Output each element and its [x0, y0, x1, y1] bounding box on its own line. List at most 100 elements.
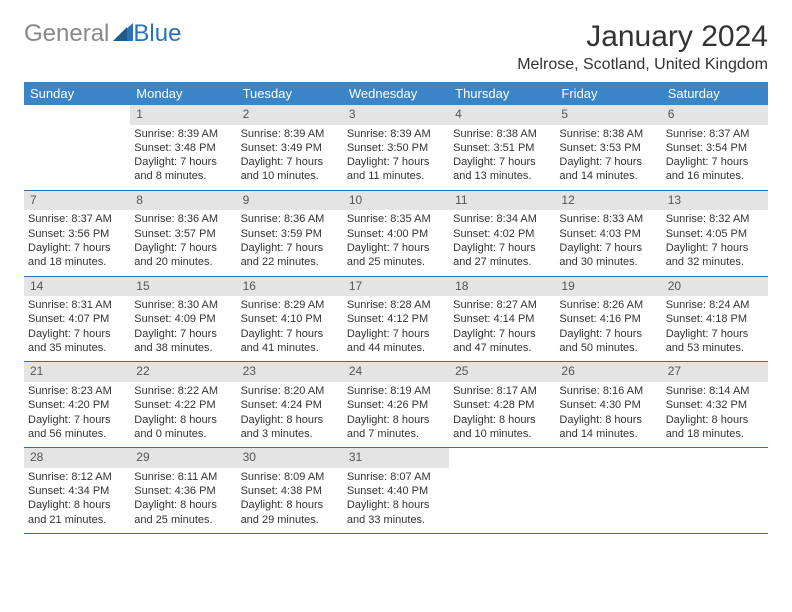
header: General Blue January 2024 Melrose, Scotl… — [24, 20, 768, 74]
daylight-line2: and 41 minutes. — [241, 341, 339, 355]
day-cell: 31Sunrise: 8:07 AMSunset: 4:40 PMDayligh… — [343, 448, 449, 533]
day-cell: 25Sunrise: 8:17 AMSunset: 4:28 PMDayligh… — [449, 362, 555, 447]
daylight-line1: Daylight: 8 hours — [134, 498, 232, 512]
daylight-line2: and 35 minutes. — [28, 341, 126, 355]
day-number: 4 — [449, 105, 555, 125]
daylight-line2: and 53 minutes. — [666, 341, 764, 355]
daylight-line1: Daylight: 7 hours — [241, 327, 339, 341]
day-body: Sunrise: 8:34 AMSunset: 4:02 PMDaylight:… — [449, 210, 555, 275]
day-cell: 5Sunrise: 8:38 AMSunset: 3:53 PMDaylight… — [555, 105, 661, 190]
day-cell: 13Sunrise: 8:32 AMSunset: 4:05 PMDayligh… — [662, 191, 768, 276]
day-cell: 6Sunrise: 8:37 AMSunset: 3:54 PMDaylight… — [662, 105, 768, 190]
sunrise-text: Sunrise: 8:09 AM — [241, 470, 339, 484]
daylight-line1: Daylight: 7 hours — [28, 241, 126, 255]
daylight-line1: Daylight: 7 hours — [241, 241, 339, 255]
day-body: Sunrise: 8:20 AMSunset: 4:24 PMDaylight:… — [237, 382, 343, 447]
daylight-line1: Daylight: 7 hours — [453, 327, 551, 341]
dow-saturday: Saturday — [662, 82, 768, 105]
daylight-line2: and 8 minutes. — [134, 169, 232, 183]
daylight-line1: Daylight: 7 hours — [134, 327, 232, 341]
sunset-text: Sunset: 4:05 PM — [666, 227, 764, 241]
day-cell: 22Sunrise: 8:22 AMSunset: 4:22 PMDayligh… — [130, 362, 236, 447]
day-number: 5 — [555, 105, 661, 125]
day-body: Sunrise: 8:07 AMSunset: 4:40 PMDaylight:… — [343, 468, 449, 533]
daylight-line1: Daylight: 7 hours — [453, 241, 551, 255]
day-body: Sunrise: 8:38 AMSunset: 3:53 PMDaylight:… — [555, 125, 661, 190]
sunset-text: Sunset: 4:24 PM — [241, 398, 339, 412]
daylight-line2: and 20 minutes. — [134, 255, 232, 269]
day-cell: 9Sunrise: 8:36 AMSunset: 3:59 PMDaylight… — [237, 191, 343, 276]
day-number: 7 — [24, 191, 130, 211]
day-body: Sunrise: 8:09 AMSunset: 4:38 PMDaylight:… — [237, 468, 343, 533]
calendar: Sunday Monday Tuesday Wednesday Thursday… — [24, 82, 768, 534]
daylight-line2: and 44 minutes. — [347, 341, 445, 355]
logo-text-gray: General — [24, 20, 109, 48]
location-text: Melrose, Scotland, United Kingdom — [517, 56, 768, 74]
sunrise-text: Sunrise: 8:11 AM — [134, 470, 232, 484]
sunset-text: Sunset: 4:02 PM — [453, 227, 551, 241]
day-number: 27 — [662, 362, 768, 382]
day-cell: 28Sunrise: 8:12 AMSunset: 4:34 PMDayligh… — [24, 448, 130, 533]
day-number: 9 — [237, 191, 343, 211]
sunrise-text: Sunrise: 8:36 AM — [134, 212, 232, 226]
day-cell: 29Sunrise: 8:11 AMSunset: 4:36 PMDayligh… — [130, 448, 236, 533]
day-number: 22 — [130, 362, 236, 382]
day-body: Sunrise: 8:39 AMSunset: 3:48 PMDaylight:… — [130, 125, 236, 190]
daylight-line2: and 13 minutes. — [453, 169, 551, 183]
day-body: Sunrise: 8:16 AMSunset: 4:30 PMDaylight:… — [555, 382, 661, 447]
day-number: 25 — [449, 362, 555, 382]
day-cell: 27Sunrise: 8:14 AMSunset: 4:32 PMDayligh… — [662, 362, 768, 447]
sunrise-text: Sunrise: 8:33 AM — [559, 212, 657, 226]
days-of-week-header: Sunday Monday Tuesday Wednesday Thursday… — [24, 82, 768, 105]
dow-tuesday: Tuesday — [237, 82, 343, 105]
day-cell: 11Sunrise: 8:34 AMSunset: 4:02 PMDayligh… — [449, 191, 555, 276]
day-number: 14 — [24, 277, 130, 297]
daylight-line1: Daylight: 7 hours — [347, 155, 445, 169]
daylight-line1: Daylight: 7 hours — [559, 241, 657, 255]
daylight-line2: and 25 minutes. — [134, 513, 232, 527]
sunset-text: Sunset: 4:16 PM — [559, 312, 657, 326]
day-number: 20 — [662, 277, 768, 297]
day-cell: 7Sunrise: 8:37 AMSunset: 3:56 PMDaylight… — [24, 191, 130, 276]
daylight-line1: Daylight: 7 hours — [134, 155, 232, 169]
day-cell: 2Sunrise: 8:39 AMSunset: 3:49 PMDaylight… — [237, 105, 343, 190]
day-body: Sunrise: 8:27 AMSunset: 4:14 PMDaylight:… — [449, 296, 555, 361]
day-cell: 1Sunrise: 8:39 AMSunset: 3:48 PMDaylight… — [130, 105, 236, 190]
day-number: 21 — [24, 362, 130, 382]
day-number: 24 — [343, 362, 449, 382]
sunset-text: Sunset: 4:40 PM — [347, 484, 445, 498]
sunrise-text: Sunrise: 8:39 AM — [241, 127, 339, 141]
sunrise-text: Sunrise: 8:19 AM — [347, 384, 445, 398]
daylight-line2: and 47 minutes. — [453, 341, 551, 355]
logo-triangle-icon — [113, 20, 133, 48]
daylight-line2: and 0 minutes. — [134, 427, 232, 441]
sunset-text: Sunset: 3:53 PM — [559, 141, 657, 155]
week-row: 21Sunrise: 8:23 AMSunset: 4:20 PMDayligh… — [24, 362, 768, 448]
day-cell: 17Sunrise: 8:28 AMSunset: 4:12 PMDayligh… — [343, 277, 449, 362]
sunset-text: Sunset: 4:34 PM — [28, 484, 126, 498]
sunrise-text: Sunrise: 8:39 AM — [347, 127, 445, 141]
sunrise-text: Sunrise: 8:31 AM — [28, 298, 126, 312]
daylight-line2: and 27 minutes. — [453, 255, 551, 269]
daylight-line2: and 30 minutes. — [559, 255, 657, 269]
daylight-line1: Daylight: 7 hours — [28, 327, 126, 341]
sunrise-text: Sunrise: 8:20 AM — [241, 384, 339, 398]
day-cell — [662, 448, 768, 533]
day-body: Sunrise: 8:32 AMSunset: 4:05 PMDaylight:… — [662, 210, 768, 275]
sunrise-text: Sunrise: 8:23 AM — [28, 384, 126, 398]
dow-monday: Monday — [130, 82, 236, 105]
sunset-text: Sunset: 3:57 PM — [134, 227, 232, 241]
sunrise-text: Sunrise: 8:22 AM — [134, 384, 232, 398]
daylight-line1: Daylight: 7 hours — [28, 413, 126, 427]
week-row: 14Sunrise: 8:31 AMSunset: 4:07 PMDayligh… — [24, 277, 768, 363]
dow-sunday: Sunday — [24, 82, 130, 105]
daylight-line1: Daylight: 8 hours — [453, 413, 551, 427]
daylight-line1: Daylight: 8 hours — [134, 413, 232, 427]
day-body: Sunrise: 8:37 AMSunset: 3:56 PMDaylight:… — [24, 210, 130, 275]
daylight-line2: and 29 minutes. — [241, 513, 339, 527]
day-body: Sunrise: 8:29 AMSunset: 4:10 PMDaylight:… — [237, 296, 343, 361]
day-body: Sunrise: 8:38 AMSunset: 3:51 PMDaylight:… — [449, 125, 555, 190]
day-cell: 18Sunrise: 8:27 AMSunset: 4:14 PMDayligh… — [449, 277, 555, 362]
sunrise-text: Sunrise: 8:34 AM — [453, 212, 551, 226]
sunset-text: Sunset: 4:36 PM — [134, 484, 232, 498]
